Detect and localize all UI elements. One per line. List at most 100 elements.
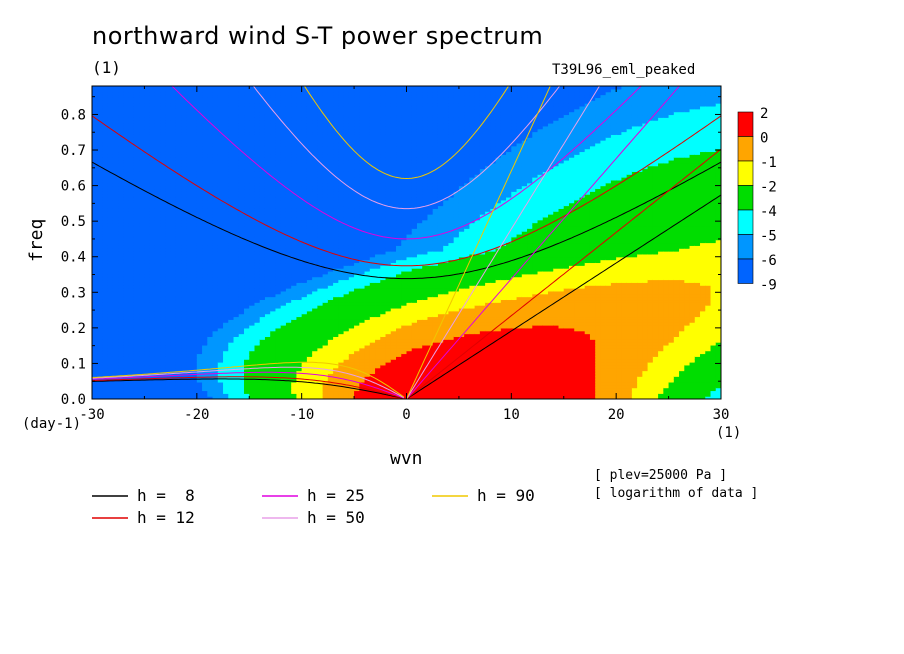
- field-cell: [118, 390, 125, 394]
- field-cell: [196, 137, 203, 141]
- field-cell: [118, 396, 125, 399]
- field-cell: [238, 182, 245, 187]
- field-cell: [118, 285, 125, 289]
- field-cell: [128, 319, 135, 323]
- field-cell: [165, 384, 172, 389]
- field-cell: [139, 185, 146, 190]
- field-cell: [118, 179, 125, 184]
- field-cell: [223, 242, 229, 246]
- field-cell: [223, 151, 229, 155]
- field-cell: [118, 302, 125, 306]
- field-cell: [186, 94, 193, 98]
- field-cell: [107, 316, 114, 320]
- field-cell: [139, 356, 146, 360]
- field-cell: [128, 290, 135, 295]
- field-cell: [133, 379, 140, 383]
- field-cell: [249, 322, 256, 326]
- field-cell: [217, 162, 224, 167]
- field-cell: [149, 364, 156, 369]
- field-cell: [217, 125, 224, 130]
- field-cell: [238, 356, 245, 360]
- field-cell: [107, 390, 114, 394]
- field-cell: [123, 157, 130, 161]
- field-cell: [196, 222, 203, 227]
- field-cell: [233, 120, 240, 124]
- field-cell: [97, 122, 104, 127]
- field-cell: [175, 396, 182, 399]
- field-cell: [238, 325, 245, 329]
- field-cell: [196, 171, 203, 175]
- field-cell: [191, 396, 198, 399]
- field-cell: [233, 228, 240, 232]
- field-cell: [244, 222, 250, 227]
- field-cell: [238, 162, 245, 167]
- field-cell: [238, 114, 245, 118]
- field-cell: [170, 350, 177, 355]
- field-cell: [202, 270, 208, 275]
- field-cell: [233, 151, 240, 155]
- field-cell: [217, 370, 224, 374]
- field-cell: [228, 179, 235, 184]
- field-cell: [217, 293, 224, 298]
- field-cell: [175, 88, 182, 93]
- field-cell: [102, 307, 109, 312]
- field-cell: [175, 248, 182, 252]
- field-cell: [249, 268, 256, 272]
- field-cell: [191, 393, 198, 397]
- field-cell: [165, 122, 172, 127]
- field-cell: [165, 362, 172, 366]
- field-cell: [228, 364, 235, 369]
- field-cell: [97, 231, 104, 235]
- field-cell: [170, 154, 177, 158]
- field-cell: [128, 330, 135, 335]
- field-cell: [207, 196, 214, 201]
- field-cell: [128, 239, 135, 244]
- field-cell: [139, 179, 146, 184]
- field-cell: [139, 273, 146, 278]
- field-cell: [191, 376, 198, 380]
- field-cell: [244, 245, 250, 249]
- field-cell: [181, 142, 187, 147]
- field-cell: [139, 125, 146, 130]
- field-cell: [249, 108, 256, 113]
- field-cell: [233, 94, 240, 98]
- field-cell: [112, 347, 119, 352]
- field-cell: [154, 205, 161, 209]
- field-cell: [133, 117, 140, 121]
- field-cell: [244, 367, 250, 372]
- field-cell: [170, 356, 177, 360]
- field-cell: [118, 154, 125, 158]
- field-cell: [128, 145, 135, 150]
- field-cell: [170, 344, 177, 349]
- field-cell: [149, 154, 156, 158]
- field-cell: [212, 310, 219, 315]
- field-cell: [92, 214, 98, 218]
- field-cell: [165, 356, 172, 360]
- field-cell: [139, 330, 146, 335]
- field-cell: [181, 302, 187, 306]
- field-cell: [139, 344, 146, 349]
- field-cell: [254, 225, 261, 229]
- field-cell: [175, 120, 182, 124]
- field-cell: [165, 103, 172, 107]
- field-cell: [112, 310, 119, 315]
- field-cell: [144, 171, 151, 175]
- field-cell: [249, 131, 256, 135]
- field-cell: [170, 262, 177, 266]
- field-cell: [102, 114, 109, 118]
- field-cell: [202, 165, 208, 170]
- field-cell: [154, 100, 161, 104]
- field-cell: [144, 148, 151, 153]
- field-cell: [196, 322, 203, 326]
- field-cell: [207, 239, 214, 244]
- field-cell: [112, 288, 119, 292]
- field-cell: [186, 97, 193, 101]
- field-cell: [254, 202, 261, 207]
- field-cell: [191, 188, 198, 192]
- field-cell: [123, 233, 130, 238]
- field-cell: [112, 199, 119, 204]
- field-cell: [160, 282, 166, 286]
- field-cell: [154, 259, 161, 264]
- field-cell: [133, 384, 140, 389]
- field-cell: [223, 251, 229, 255]
